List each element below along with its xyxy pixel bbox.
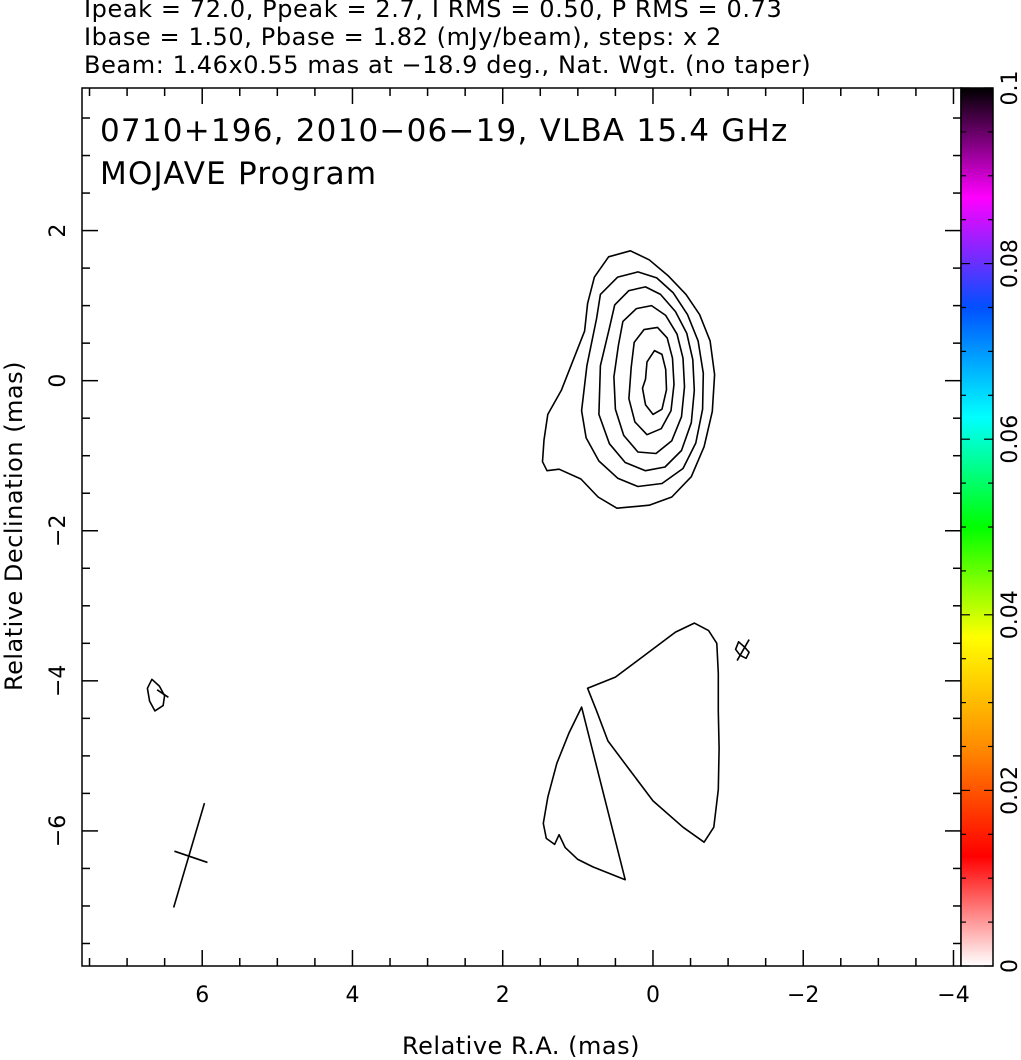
plot-frame bbox=[81, 87, 962, 967]
plot-title-line1: 0710+196, 2010−06−19, VLBA 15.4 GHz bbox=[100, 113, 788, 149]
noise-east-contour bbox=[146, 678, 166, 712]
x-tick-label: 2 bbox=[496, 983, 510, 1008]
y-tick-label: −2 bbox=[46, 515, 71, 547]
core-contour bbox=[628, 326, 675, 436]
core-contour bbox=[598, 286, 696, 472]
x-axis-title: Relative R.A. (mas) bbox=[402, 1032, 640, 1060]
core-contour bbox=[641, 349, 668, 416]
colorbar-ticks: 0 0.02 0.04 0.06 0.08 0.1 bbox=[961, 71, 1021, 973]
header-stats-line: Ipeak = 72.0, Ppeak = 2.7, I RMS = 0.50,… bbox=[84, 0, 783, 23]
y-tick-label: −4 bbox=[46, 665, 71, 697]
y-tick-label: −6 bbox=[46, 815, 71, 847]
x-tick-label: −2 bbox=[787, 983, 819, 1008]
x-tick-label: −4 bbox=[937, 983, 969, 1008]
colorbar-tick-label: 0.1 bbox=[998, 71, 1021, 106]
plot-title-line2: MOJAVE Program bbox=[100, 156, 377, 192]
beam-markers bbox=[156, 639, 750, 908]
y-tick-label: 2 bbox=[46, 224, 71, 238]
beam-minor-axis bbox=[174, 850, 208, 864]
axis-ticks: 6 4 2 0 −2 −4 2 0 −2 −4 −6 bbox=[46, 88, 970, 1008]
core-contour bbox=[541, 250, 716, 509]
x-tick-label: 4 bbox=[345, 983, 359, 1008]
colorbar-tick-label: 0 bbox=[998, 959, 1021, 973]
jet-contour bbox=[586, 622, 720, 843]
y-tick-label: 0 bbox=[46, 374, 71, 388]
header-beam-line: Beam: 1.46x0.55 mas at −18.9 deg., Nat. … bbox=[84, 51, 812, 79]
colorbar-tick-label: 0.08 bbox=[998, 239, 1021, 288]
x-tick-label: 0 bbox=[646, 983, 660, 1008]
jet-contour bbox=[542, 706, 626, 881]
colorbar-tick-label: 0.04 bbox=[998, 590, 1021, 639]
colorbar-tick-label: 0.02 bbox=[998, 766, 1021, 815]
core-contour bbox=[613, 304, 686, 455]
colorbar-tick-label: 0.06 bbox=[998, 415, 1021, 464]
beam-major-axis bbox=[172, 802, 206, 908]
noise-west-pol-tick bbox=[736, 639, 750, 661]
noise-east-pol-tick bbox=[156, 689, 169, 699]
contour-lines bbox=[146, 250, 750, 881]
x-tick-label: 6 bbox=[195, 983, 209, 1008]
core-contour bbox=[580, 271, 705, 488]
header-base-line: Ibase = 1.50, Pbase = 1.82 (mJy/beam), s… bbox=[84, 23, 722, 51]
y-axis-title: Relative Declination (mas) bbox=[0, 361, 28, 691]
